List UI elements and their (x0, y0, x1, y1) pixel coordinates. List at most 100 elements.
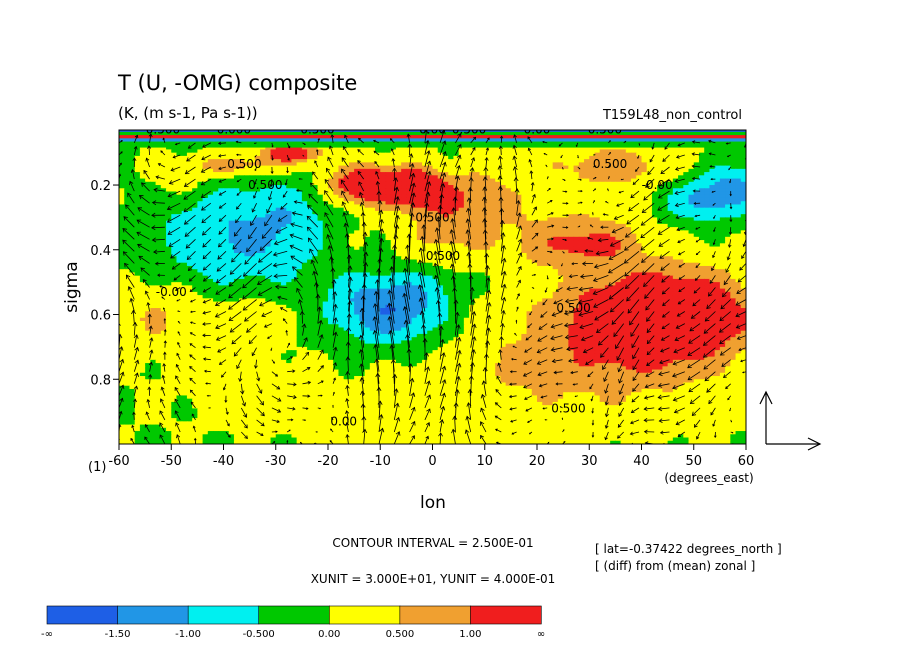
field-cell (348, 220, 355, 225)
field-cell (213, 178, 219, 183)
field-cell (348, 159, 355, 163)
field-cell (270, 178, 277, 183)
field-cell (317, 155, 324, 160)
field-cell (265, 194, 272, 199)
field-cell (594, 155, 601, 160)
field-cell (181, 168, 188, 173)
field-cell (505, 168, 512, 173)
field-cell (380, 194, 387, 199)
field-cell (620, 188, 627, 193)
field-cell (505, 175, 512, 180)
field-cell (364, 162, 371, 167)
field-cell (223, 175, 230, 180)
field-cell (615, 185, 622, 189)
field-cell (385, 165, 392, 170)
field-cell (239, 210, 245, 215)
field-cell (500, 210, 507, 215)
field-cell (547, 175, 554, 180)
field-cell (249, 168, 256, 173)
field-cell (683, 149, 690, 154)
field-cell (375, 159, 381, 163)
field-cell (709, 185, 716, 189)
field-cell (411, 149, 418, 154)
field-cell (228, 207, 235, 212)
field-cell (479, 207, 486, 212)
field-cell (348, 175, 355, 180)
field-cell (730, 152, 737, 157)
field-cell (693, 175, 700, 180)
field-cell (474, 197, 481, 202)
field-cell (516, 146, 522, 151)
field-cell (510, 165, 517, 170)
field-cell (207, 168, 214, 173)
field-cell (307, 194, 313, 199)
field-cell (395, 207, 402, 212)
field-cell (479, 175, 486, 180)
field-cell (286, 165, 293, 170)
field-cell (166, 149, 172, 154)
field-cell (150, 172, 157, 176)
field-cell (354, 172, 360, 176)
field-cell (672, 217, 679, 222)
field-cell (479, 155, 486, 160)
field-cell (223, 185, 230, 189)
field-cell (589, 168, 596, 173)
field-cell (233, 172, 240, 176)
field-cell (322, 146, 329, 151)
field-cell (317, 217, 324, 222)
field-cell (437, 201, 444, 206)
field-cell (139, 162, 146, 167)
field-cell (223, 165, 230, 170)
field-cell (683, 178, 690, 183)
field-cell (453, 165, 460, 170)
field-cell (463, 188, 470, 193)
field-cell (448, 165, 454, 170)
field-cell (307, 204, 313, 209)
field-cell (662, 194, 669, 199)
field-cell (594, 201, 601, 206)
field-cell (181, 181, 188, 186)
field-cell (406, 181, 413, 186)
field-cell (599, 191, 606, 196)
field-cell (186, 204, 193, 209)
field-cell (589, 197, 596, 202)
field-cell (495, 155, 502, 160)
field-cell (489, 207, 496, 212)
field-cell (401, 194, 407, 199)
field-cell (641, 210, 648, 215)
field-cell (651, 175, 658, 180)
field-cell (192, 175, 198, 180)
field-cell (270, 168, 277, 173)
field-cell (286, 204, 293, 209)
field-cell (416, 185, 423, 189)
field-cell (275, 155, 282, 160)
field-cell (651, 155, 658, 160)
field-cell (469, 204, 475, 209)
field-cell (620, 194, 627, 199)
field-cell (145, 165, 151, 170)
field-cell (610, 214, 616, 218)
field-cell (181, 191, 188, 196)
field-cell (542, 146, 549, 151)
field-cell (641, 159, 648, 163)
field-cell (213, 217, 219, 222)
field-cell (714, 155, 721, 160)
field-cell (458, 178, 465, 183)
field-cell (129, 155, 136, 160)
field-cell (270, 204, 277, 209)
field-cell (521, 155, 528, 160)
field-cell (390, 201, 397, 206)
field-cell (233, 217, 240, 222)
field-cell (223, 181, 230, 186)
field-cell (364, 207, 371, 212)
field-cell (296, 149, 303, 154)
field-cell (599, 210, 606, 215)
field-cell (275, 220, 282, 225)
field-cell (312, 201, 319, 206)
field-cell (625, 162, 632, 167)
field-cell (233, 214, 240, 218)
field-cell (390, 210, 397, 215)
field-cell (479, 181, 486, 186)
field-cell (719, 197, 726, 202)
field-cell (328, 201, 334, 206)
